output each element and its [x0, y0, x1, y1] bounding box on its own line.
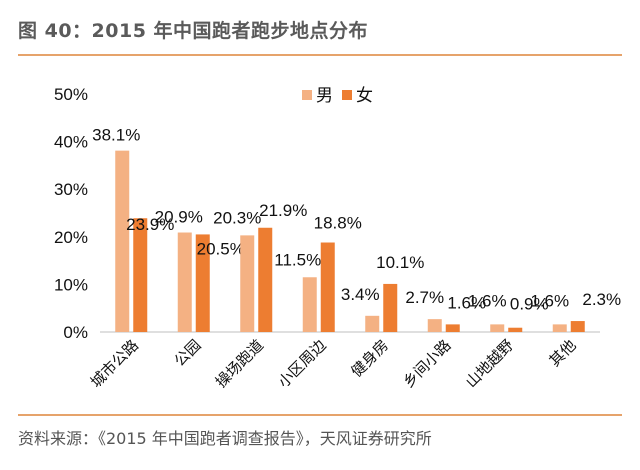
legend-label: 男 [316, 86, 333, 105]
y-tick-label: 40% [54, 133, 88, 152]
data-label: 2.3% [582, 290, 621, 309]
y-tick-label: 10% [54, 275, 88, 294]
bar-male [302, 277, 317, 332]
bar-male [240, 235, 255, 332]
data-label: 23.9% [126, 215, 174, 234]
data-label: 1.6% [468, 291, 507, 310]
data-label: 38.1% [92, 126, 140, 145]
y-tick-label: 30% [54, 180, 88, 199]
y-tick-label: 0% [63, 323, 88, 342]
bar-male [490, 324, 505, 332]
x-category-label: 小区周边 [275, 337, 329, 391]
bar-chart: 0% 10% 20% 30% 40% 50% 38.1% 23.9% 城市公路 20.9% 20.5… [54, 85, 621, 391]
data-label: 2.7% [405, 288, 444, 307]
data-label: 1.6% [530, 291, 569, 310]
x-category-label: 公园 [171, 337, 204, 370]
bar-male [552, 324, 567, 332]
y-tick-label: 50% [54, 85, 88, 104]
x-category-label: 城市公路 [88, 337, 142, 391]
bar-female [195, 234, 210, 332]
bar-male [365, 315, 380, 332]
footer-divider [18, 414, 622, 416]
legend-label: 女 [356, 86, 373, 105]
bar-male [177, 232, 192, 332]
header-divider [18, 54, 622, 56]
data-label: 0.9% [510, 295, 549, 314]
x-category-label: 其他 [546, 337, 579, 370]
data-label: 3.4% [341, 285, 380, 304]
data-label: 11.5% [274, 250, 321, 269]
y-tick-label: 20% [54, 228, 88, 247]
legend-swatch-male [302, 90, 312, 100]
bar-male [115, 150, 130, 332]
data-label: 10.1% [376, 253, 424, 272]
data-label: 20.9% [155, 208, 203, 227]
x-category-label: 乡间小路 [400, 337, 454, 391]
bar-female [508, 327, 523, 332]
chart-title: 图 40：2015 年中国跑者跑步地点分布 [18, 20, 369, 42]
data-label: 20.3% [213, 208, 261, 227]
bar-female [320, 242, 335, 332]
legend-swatch-female [342, 90, 352, 100]
bar-female [383, 283, 398, 332]
bar-female [258, 227, 273, 332]
source-note: 资料来源：《2015 年中国跑者调查报告》，天风证券研究所 [18, 429, 432, 448]
bar-male [427, 319, 442, 332]
x-category-label: 健身房 [348, 337, 392, 381]
data-label: 21.9% [259, 201, 307, 220]
bar-female [570, 321, 585, 332]
data-label: 1.6% [447, 293, 486, 312]
data-label: 18.8% [314, 214, 362, 233]
bar-female [445, 324, 460, 332]
x-category-label: 山地越野 [463, 337, 517, 391]
x-category-label: 操场跑道 [213, 337, 267, 391]
data-label: 20.5% [197, 239, 245, 258]
bar-female [133, 218, 148, 332]
